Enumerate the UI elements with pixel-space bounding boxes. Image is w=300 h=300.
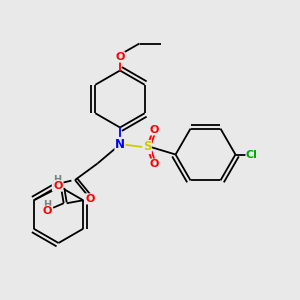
Text: H: H (53, 175, 61, 185)
Text: O: O (54, 181, 63, 191)
Text: O: O (115, 52, 125, 62)
Text: O: O (85, 194, 94, 204)
Text: Cl: Cl (246, 149, 258, 160)
Text: S: S (143, 140, 151, 154)
Text: N: N (115, 137, 125, 151)
Text: N: N (52, 181, 62, 191)
Text: O: O (150, 125, 159, 135)
Text: O: O (43, 206, 52, 216)
Text: O: O (150, 159, 159, 169)
Text: H: H (43, 200, 51, 210)
